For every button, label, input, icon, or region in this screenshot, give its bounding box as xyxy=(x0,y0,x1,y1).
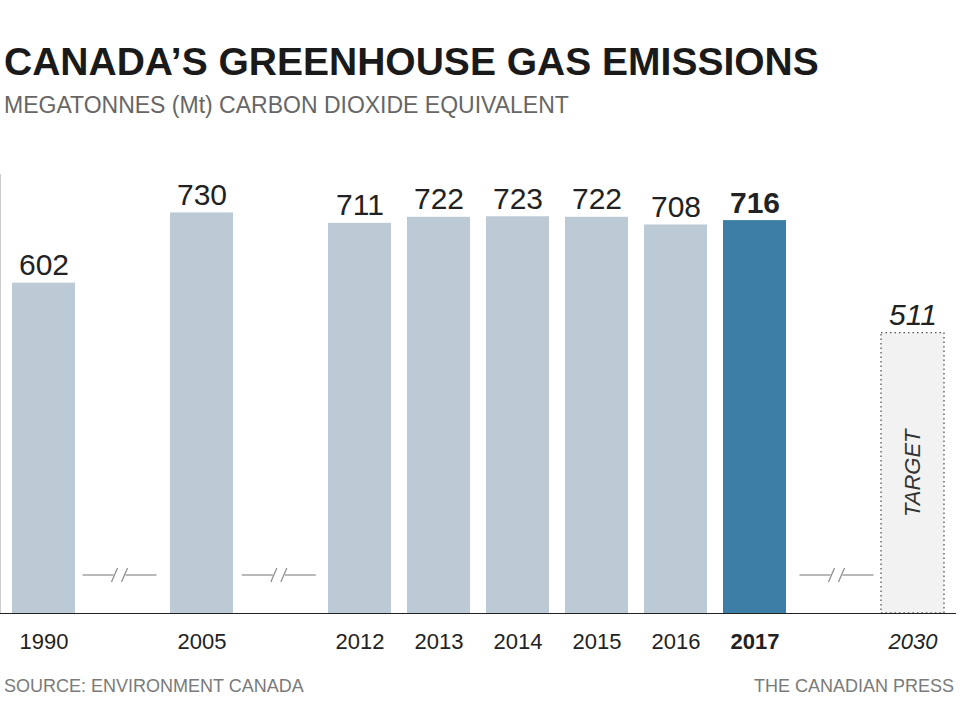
svg-text:708: 708 xyxy=(651,190,701,223)
svg-text:2013: 2013 xyxy=(415,629,464,654)
svg-text:723: 723 xyxy=(493,182,543,215)
svg-text:2030: 2030 xyxy=(888,629,939,654)
svg-text:1990: 1990 xyxy=(20,629,69,654)
svg-text:711: 711 xyxy=(336,188,384,221)
svg-text:TARGET: TARGET xyxy=(900,428,925,517)
html-text:CANADA’S GREENHOUSE GAS EMISSI: CANADA’S GREENHOUSE GAS EMISSIONS xyxy=(4,40,819,83)
svg-text:722: 722 xyxy=(572,182,622,215)
svg-text:511: 511 xyxy=(889,298,937,331)
svg-text:2016: 2016 xyxy=(652,629,701,654)
svg-text:2014: 2014 xyxy=(494,629,543,654)
svg-text:2012: 2012 xyxy=(336,629,385,654)
svg-text:2017: 2017 xyxy=(731,629,780,654)
svg-text:2005: 2005 xyxy=(178,629,227,654)
svg-text:730: 730 xyxy=(177,178,227,211)
html-text:THE CANADIAN PRESS: THE CANADIAN PRESS xyxy=(754,676,954,696)
svg-text:602: 602 xyxy=(19,248,69,281)
svg-text:722: 722 xyxy=(414,182,464,215)
svg-text:2015: 2015 xyxy=(573,629,622,654)
html-text:SOURCE: ENVIRONMENT CANADA: SOURCE: ENVIRONMENT CANADA xyxy=(4,676,304,696)
html-text:MEGATONNES (Mt) CARBON DIOXIDE: MEGATONNES (Mt) CARBON DIOXIDE EQUIVALEN… xyxy=(4,92,569,118)
svg-text:716: 716 xyxy=(730,186,780,219)
